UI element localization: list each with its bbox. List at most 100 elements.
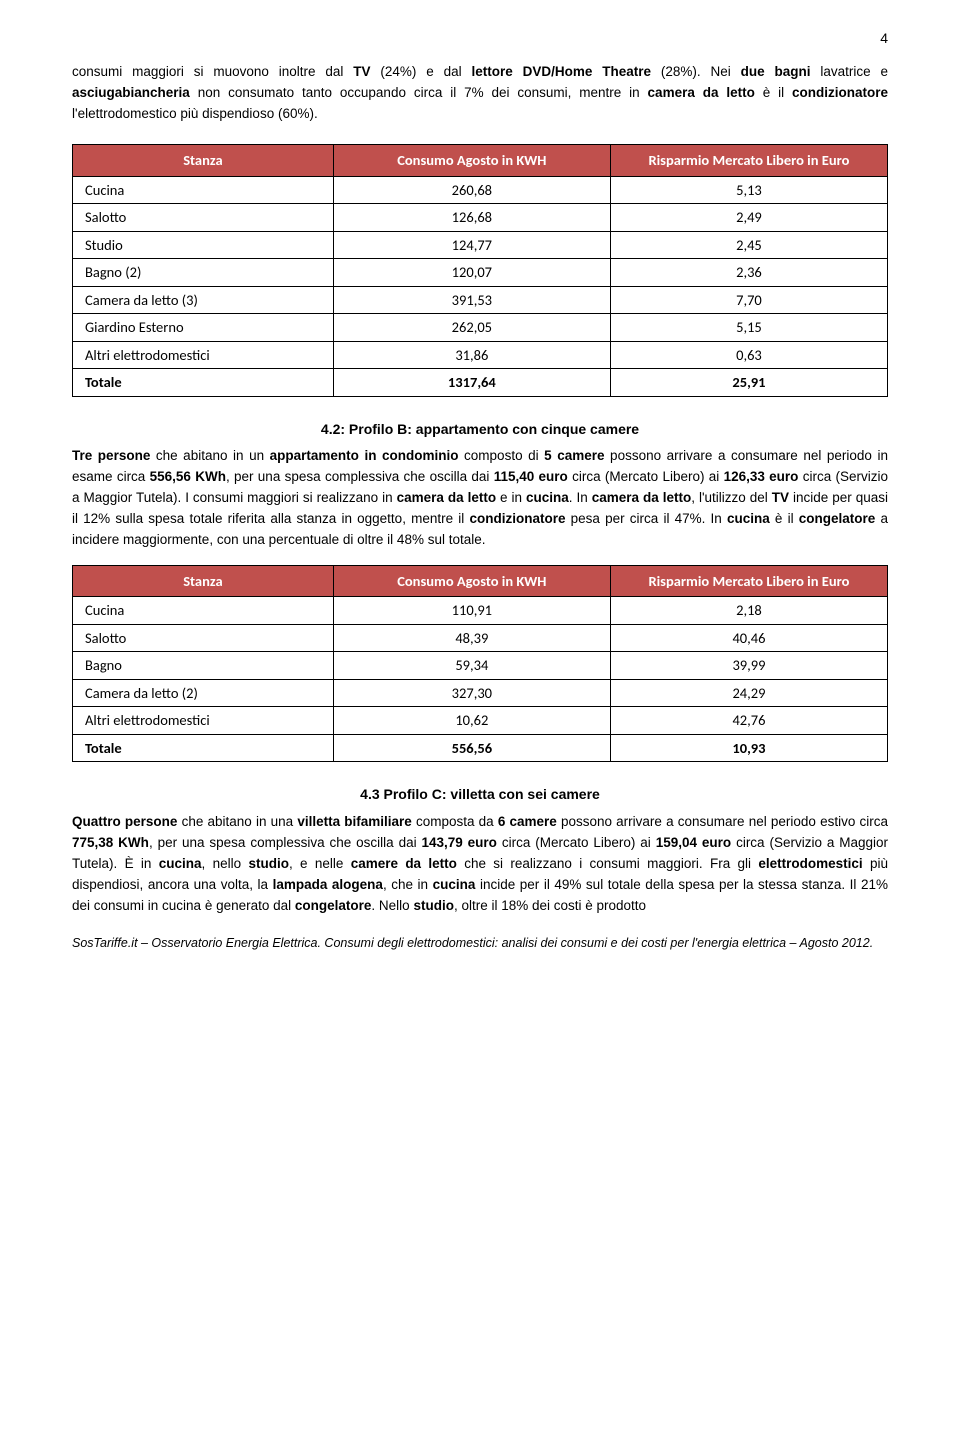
cell-risparmio: 40,46 xyxy=(610,624,887,651)
text: consumi maggiori si muovono inoltre dal xyxy=(72,64,353,79)
cell-total: 556,56 xyxy=(333,734,610,761)
cell-risparmio: 2,18 xyxy=(610,597,887,624)
text: non consumato tanto occupando circa il 7… xyxy=(190,85,648,100)
cell-consumo: 59,34 xyxy=(333,652,610,679)
text: , e nelle xyxy=(289,856,351,871)
th-stanza: Stanza xyxy=(73,145,334,176)
text-bold: cucina xyxy=(159,856,202,871)
table-row: Studio124,772,45 xyxy=(73,231,888,258)
table-row: Cucina260,685,13 xyxy=(73,176,888,203)
text: è il xyxy=(770,511,799,526)
table-profilo-b: Stanza Consumo Agosto in KWH Risparmio M… xyxy=(72,565,888,762)
text-bold: 126,33 euro xyxy=(724,469,799,484)
text-bold: condizionatore xyxy=(469,511,565,526)
text-bold: TV xyxy=(772,490,789,505)
table-row: Salotto126,682,49 xyxy=(73,204,888,231)
table-row: Camera da letto (2)327,3024,29 xyxy=(73,679,888,706)
cell-consumo: 124,77 xyxy=(333,231,610,258)
cell-consumo: 260,68 xyxy=(333,176,610,203)
cell-stanza: Cucina xyxy=(73,176,334,203)
text: che si realizzano i consumi maggiori. Fr… xyxy=(457,856,758,871)
cell-consumo: 120,07 xyxy=(333,259,610,286)
text-bold: 775,38 KWh xyxy=(72,835,149,850)
cell-risparmio: 39,99 xyxy=(610,652,887,679)
text-bold: Quattro persone xyxy=(72,814,177,829)
text-bold: Tre persone xyxy=(72,448,150,463)
table-row: Altri elettrodomestici31,860,63 xyxy=(73,341,888,368)
cell-consumo: 31,86 xyxy=(333,341,610,368)
text: . In xyxy=(569,490,592,505)
cell-consumo: 391,53 xyxy=(333,286,610,313)
table-total-row: Totale556,5610,93 xyxy=(73,734,888,761)
cell-risparmio: 0,63 xyxy=(610,341,887,368)
cell-risparmio: 5,13 xyxy=(610,176,887,203)
cell-stanza: Bagno xyxy=(73,652,334,679)
text-bold: camera da letto xyxy=(592,490,691,505)
cell-risparmio: 42,76 xyxy=(610,707,887,734)
cell-stanza: Bagno (2) xyxy=(73,259,334,286)
text-bold: camera da letto xyxy=(648,85,755,100)
text-bold: TV xyxy=(353,64,370,79)
table-row: Bagno (2)120,072,36 xyxy=(73,259,888,286)
text-bold: elettrodomestici xyxy=(758,856,862,871)
section-b-paragraph: Tre persone che abitano in un appartamen… xyxy=(72,446,888,551)
th-consumo: Consumo Agosto in KWH xyxy=(333,565,610,596)
cell-stanza: Camera da letto (3) xyxy=(73,286,334,313)
th-risparmio: Risparmio Mercato Libero in Euro xyxy=(610,565,887,596)
text: , per una spesa complessiva che oscilla … xyxy=(149,835,422,850)
text-bold: camere da letto xyxy=(351,856,457,871)
text-bold: camera da letto xyxy=(397,490,496,505)
text: pesa per circa il 47%. In xyxy=(565,511,727,526)
text: che abitano in una xyxy=(177,814,297,829)
text-bold: cucina xyxy=(526,490,569,505)
text: possono arrivare a consumare nel periodo… xyxy=(557,814,888,829)
page-number: 4 xyxy=(72,28,888,50)
text-bold: due bagni xyxy=(741,64,811,79)
text: , che in xyxy=(383,877,433,892)
cell-consumo: 126,68 xyxy=(333,204,610,231)
cell-stanza: Salotto xyxy=(73,204,334,231)
cell-risparmio: 5,15 xyxy=(610,314,887,341)
th-risparmio: Risparmio Mercato Libero in Euro xyxy=(610,145,887,176)
text: è il xyxy=(755,85,792,100)
text: l'elettrodomestico più dispendioso (60%)… xyxy=(72,106,318,121)
table-row: Cucina110,912,18 xyxy=(73,597,888,624)
section-b-heading: 4.2: Profilo B: appartamento con cinque … xyxy=(72,419,888,441)
text-bold: 6 camere xyxy=(498,814,557,829)
text: (28%). Nei xyxy=(651,64,741,79)
cell-consumo: 10,62 xyxy=(333,707,610,734)
table-row: Bagno59,3439,99 xyxy=(73,652,888,679)
cell-stanza: Studio xyxy=(73,231,334,258)
text-bold: studio xyxy=(248,856,289,871)
text: , nello xyxy=(202,856,249,871)
intro-paragraph: consumi maggiori si muovono inoltre dal … xyxy=(72,62,888,125)
text-bold: 159,04 euro xyxy=(656,835,731,850)
table-row: Giardino Esterno262,055,15 xyxy=(73,314,888,341)
cell-stanza: Giardino Esterno xyxy=(73,314,334,341)
cell-stanza: Altri elettrodomestici xyxy=(73,341,334,368)
text: . Nello xyxy=(371,898,413,913)
table-row: Camera da letto (3)391,537,70 xyxy=(73,286,888,313)
cell-risparmio: 2,49 xyxy=(610,204,887,231)
text: , per una spesa complessiva che oscilla … xyxy=(226,469,494,484)
table-total-row: Totale1317,6425,91 xyxy=(73,369,888,396)
cell-total: Totale xyxy=(73,734,334,761)
th-consumo: Consumo Agosto in KWH xyxy=(333,145,610,176)
cell-total: 10,93 xyxy=(610,734,887,761)
text-bold: studio xyxy=(413,898,454,913)
table-profilo-a: Stanza Consumo Agosto in KWH Risparmio M… xyxy=(72,144,888,396)
text-bold: congelatore xyxy=(295,898,372,913)
text-bold: lettore DVD/Home Theatre xyxy=(472,64,652,79)
cell-consumo: 327,30 xyxy=(333,679,610,706)
text-bold: asciugabiancheria xyxy=(72,85,190,100)
footer-text: SosTariffe.it – Osservatorio Energia Ele… xyxy=(72,935,888,952)
cell-total: Totale xyxy=(73,369,334,396)
text-bold: 115,40 euro xyxy=(494,469,568,484)
text-bold: 143,79 euro xyxy=(421,835,496,850)
cell-risparmio: 7,70 xyxy=(610,286,887,313)
text: , l'utilizzo del xyxy=(691,490,772,505)
cell-total: 25,91 xyxy=(610,369,887,396)
cell-stanza: Camera da letto (2) xyxy=(73,679,334,706)
cell-consumo: 262,05 xyxy=(333,314,610,341)
cell-risparmio: 2,45 xyxy=(610,231,887,258)
